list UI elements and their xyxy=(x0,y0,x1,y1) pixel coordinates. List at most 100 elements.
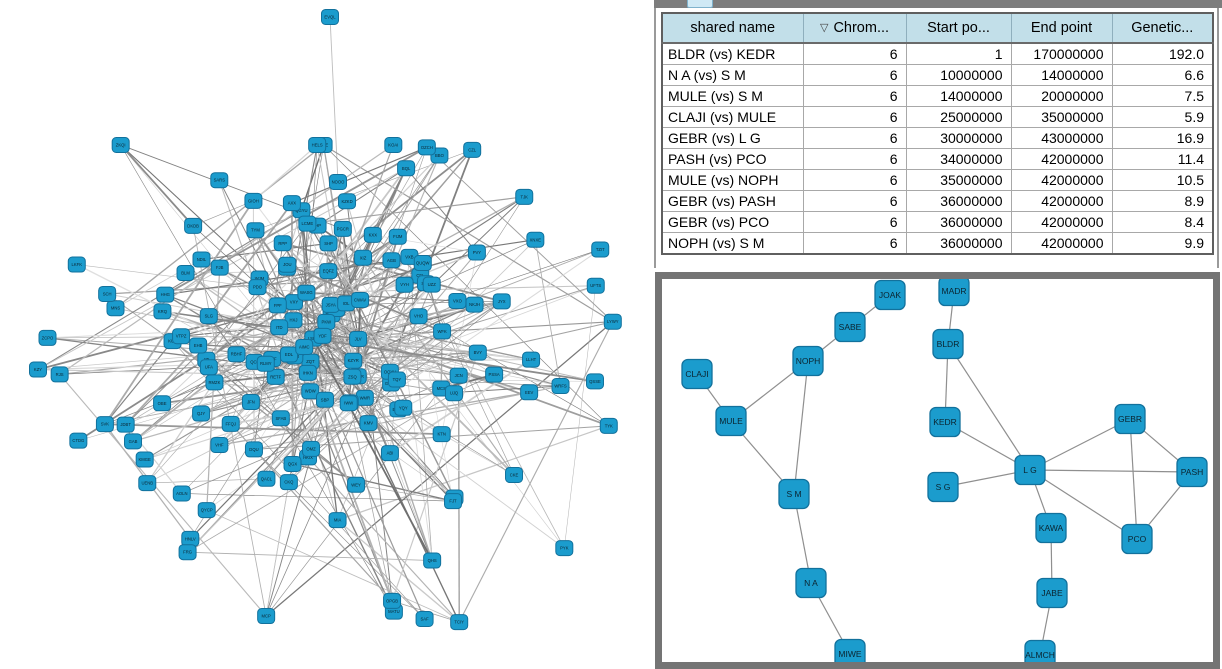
network-node[interactable]: LLHT xyxy=(522,351,541,368)
network-node[interactable]: JDBT xyxy=(116,416,135,433)
cell-value[interactable]: 170000000 xyxy=(1010,42,1113,65)
network-node[interactable]: VHF xyxy=(210,436,229,453)
node-shape[interactable] xyxy=(248,279,267,296)
node-shape[interactable] xyxy=(463,141,482,158)
node-shape[interactable] xyxy=(343,368,362,385)
network-node[interactable]: KXX xyxy=(363,226,382,243)
network-edge[interactable] xyxy=(1129,418,1138,540)
cell-shared-name[interactable]: GEBR (vs) PCO xyxy=(661,211,804,233)
network-node[interactable]: KTN xyxy=(432,426,451,443)
node-shape[interactable] xyxy=(321,296,340,313)
network-node[interactable]: LCME xyxy=(298,215,317,232)
network-node[interactable]: KEDR xyxy=(929,406,961,438)
network-node[interactable]: PSSA xyxy=(485,366,504,383)
network-node[interactable]: MIA xyxy=(328,512,347,529)
table-row[interactable]: GEBR (vs) L G 6 30000000 43000000 16.9 xyxy=(661,127,1214,149)
network-edge[interactable] xyxy=(947,343,1031,471)
cell-value[interactable]: 16.9 xyxy=(1111,127,1214,149)
network-node[interactable]: IWW xyxy=(339,395,358,412)
table-row[interactable]: MULE (vs) S M 6 14000000 20000000 7.5 xyxy=(661,85,1214,107)
network-node[interactable]: QUQW xyxy=(413,255,432,272)
node-shape[interactable] xyxy=(172,485,191,502)
network-node[interactable]: QJY xyxy=(192,405,211,422)
cell-value[interactable]: 36000000 xyxy=(905,211,1012,233)
network-node[interactable]: PVY xyxy=(467,244,486,261)
cell-shared-name[interactable]: NOPH (vs) S M xyxy=(661,232,804,255)
node-shape[interactable] xyxy=(522,351,541,368)
table-row[interactable]: N A (vs) S M 6 10000000 14000000 6.6 xyxy=(661,64,1214,86)
network-node[interactable]: OPGB xyxy=(383,592,402,609)
cell-shared-name[interactable]: MULE (vs) S M xyxy=(661,85,804,107)
node-shape[interactable] xyxy=(932,328,964,360)
network-node[interactable]: SAF xyxy=(415,610,434,627)
network-node[interactable]: VYH xyxy=(395,276,414,293)
node-shape[interactable] xyxy=(1176,456,1208,488)
network-node[interactable]: EQFZ xyxy=(319,263,338,280)
node-shape[interactable] xyxy=(1035,512,1067,544)
node-shape[interactable] xyxy=(445,385,464,402)
filter-funnel-icon[interactable]: ▽ xyxy=(819,22,829,34)
table-row[interactable]: MULE (vs) NOPH 6 35000000 42000000 10.5 xyxy=(661,169,1214,191)
network-node[interactable]: PGCR xyxy=(333,220,352,237)
node-shape[interactable] xyxy=(526,231,545,248)
cell-value[interactable]: 6.6 xyxy=(1111,64,1214,86)
network-node[interactable]: MADR xyxy=(938,279,970,307)
network-node[interactable]: HHG xyxy=(156,286,175,303)
network-node[interactable]: GEBR xyxy=(1114,403,1146,435)
network-node[interactable]: ITD xyxy=(270,319,289,336)
node-shape[interactable] xyxy=(283,455,302,472)
network-edge[interactable] xyxy=(1029,469,1138,540)
node-shape[interactable] xyxy=(387,371,406,388)
table-row[interactable]: BLDR (vs) KEDR 6 1 170000000 192.0 xyxy=(661,42,1214,65)
node-shape[interactable] xyxy=(338,193,357,210)
node-shape[interactable] xyxy=(197,502,216,519)
network-node[interactable]: KRQ xyxy=(153,303,172,320)
network-node[interactable]: PASH xyxy=(1176,456,1208,488)
scrollbar-thumb-icon[interactable] xyxy=(687,0,713,8)
network-node[interactable]: S G xyxy=(927,471,959,503)
node-shape[interactable] xyxy=(156,286,175,303)
node-shape[interactable] xyxy=(116,416,135,433)
network-node[interactable]: AIMC xyxy=(295,338,314,355)
network-node[interactable]: CKE xyxy=(505,466,524,483)
network-node[interactable]: EHB xyxy=(189,337,208,354)
node-shape[interactable] xyxy=(397,160,416,177)
node-shape[interactable] xyxy=(329,174,347,190)
node-shape[interactable] xyxy=(388,228,407,245)
cell-value[interactable]: 20000000 xyxy=(1010,85,1113,107)
cell-value[interactable]: 6 xyxy=(802,190,907,212)
network-node[interactable]: VXO xyxy=(448,293,467,310)
node-shape[interactable] xyxy=(363,226,382,243)
node-shape[interactable] xyxy=(384,137,403,153)
subnetwork-canvas[interactable]: JOAK MADR SABE BLDR NOPH CLAJI KEDR MULE GEBR L G… xyxy=(662,279,1213,662)
node-shape[interactable] xyxy=(282,195,301,212)
node-shape[interactable] xyxy=(181,530,200,547)
network-node[interactable]: ZKQI xyxy=(111,137,130,153)
network-node[interactable]: SABE xyxy=(834,311,866,343)
cell-value[interactable]: 43000000 xyxy=(1010,127,1113,149)
node-shape[interactable] xyxy=(124,433,143,450)
column-header-chrom---[interactable]: ▽ Chrom... xyxy=(802,12,907,44)
cell-shared-name[interactable]: PASH (vs) PCO xyxy=(661,148,804,170)
network-node[interactable]: FFQJ xyxy=(221,415,240,432)
table-row[interactable]: NOPH (vs) S M 6 36000000 42000000 9.9 xyxy=(661,232,1214,255)
network-node[interactable]: AGB xyxy=(382,252,401,269)
network-node[interactable]: MCP xyxy=(257,608,276,625)
node-shape[interactable] xyxy=(423,552,442,569)
network-node[interactable]: SARS xyxy=(210,172,229,189)
node-shape[interactable] xyxy=(1121,523,1153,555)
node-shape[interactable] xyxy=(244,441,263,458)
node-shape[interactable] xyxy=(315,391,334,408)
node-shape[interactable] xyxy=(555,540,574,557)
network-node[interactable]: UFA xyxy=(199,359,218,376)
node-shape[interactable] xyxy=(586,277,605,294)
network-node[interactable]: TJK xyxy=(515,188,534,205)
node-shape[interactable] xyxy=(394,399,413,416)
node-shape[interactable] xyxy=(415,610,434,627)
node-shape[interactable] xyxy=(153,303,172,320)
node-shape[interactable] xyxy=(467,244,486,261)
node-shape[interactable] xyxy=(465,296,484,313)
cell-value[interactable]: 6 xyxy=(802,148,907,170)
network-node[interactable]: PDO xyxy=(248,279,267,296)
node-shape[interactable] xyxy=(347,476,366,493)
